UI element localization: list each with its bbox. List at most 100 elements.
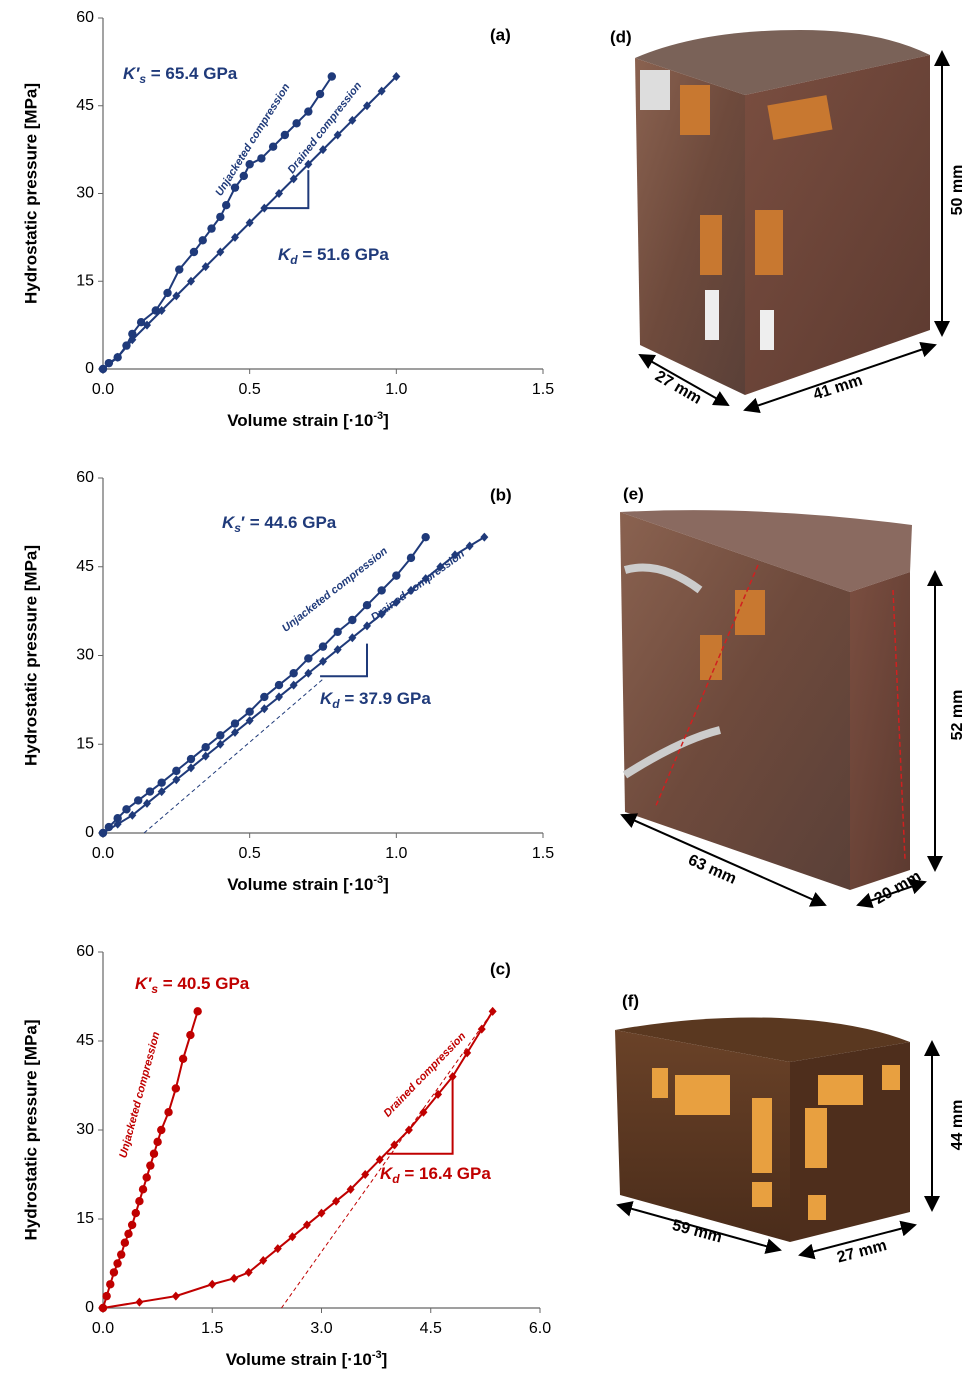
- x-axis-title-sup: -3: [372, 1349, 382, 1361]
- y-tick-label: 45: [76, 97, 94, 114]
- specimen-photo: [620, 510, 935, 905]
- y-tick-label: 15: [76, 1210, 94, 1227]
- point: [110, 1268, 118, 1276]
- chart: 0153045600.00.51.01.5Hydrostatic pressur…: [21, 9, 554, 430]
- point: [163, 289, 171, 297]
- label-text: = 40.5 GPa: [158, 974, 250, 993]
- point: [240, 172, 248, 180]
- x-tick-label: 1.0: [385, 381, 407, 398]
- point: [222, 201, 230, 209]
- figure: (d) 50 mm 27 mm 41 mm (e) 52 mm 63 mm 20…: [0, 0, 969, 1380]
- point: [201, 743, 209, 751]
- point: [333, 628, 341, 636]
- tangent-line: [144, 679, 323, 833]
- dimension-label: 27 mm: [652, 368, 704, 408]
- point: [199, 236, 207, 244]
- label-text: K′: [135, 974, 152, 993]
- point: [275, 681, 283, 689]
- point: [122, 805, 130, 813]
- point: [207, 224, 215, 232]
- point: [193, 1007, 201, 1015]
- point: [179, 1055, 187, 1063]
- x-axis-title-text: Volume strain [·10: [227, 875, 373, 894]
- point: [377, 586, 385, 594]
- modulus-label: Ks′ = 44.6 GPa: [222, 513, 337, 535]
- y-tick-label: 30: [76, 647, 94, 664]
- slope-triangle: [320, 644, 367, 677]
- dimension-label: 50 mm: [949, 165, 966, 216]
- point: [135, 1197, 143, 1205]
- point: [304, 107, 312, 115]
- y-tick-label: 30: [76, 185, 94, 202]
- point: [260, 693, 268, 701]
- panel-label: (c): [490, 959, 511, 978]
- x-tick-label: 0.0: [92, 1320, 114, 1337]
- point: [113, 1259, 121, 1267]
- y-tick-label: 30: [76, 1121, 94, 1138]
- x-axis-title-end: ]: [383, 875, 389, 894]
- point: [407, 554, 415, 562]
- y-tick-label: 45: [76, 558, 94, 575]
- x-tick-label: 0.0: [92, 845, 114, 862]
- point: [245, 708, 253, 716]
- panel-label: (a): [490, 25, 511, 44]
- label-text: ′ = 44.6 GPa: [241, 513, 337, 532]
- y-tick-label: 0: [85, 1299, 94, 1316]
- x-tick-label: 0.0: [92, 381, 114, 398]
- point: [187, 755, 195, 763]
- point: [281, 131, 289, 139]
- point: [157, 779, 165, 787]
- x-axis-title-text: Volume strain [·10: [227, 411, 373, 430]
- x-tick-label: 1.5: [532, 381, 554, 398]
- dimension-label: 44 mm: [949, 1100, 966, 1151]
- dimension-label: 41 mm: [811, 372, 864, 404]
- point: [146, 787, 154, 795]
- point: [245, 160, 253, 168]
- x-axis-title-sup: -3: [373, 410, 383, 422]
- y-tick-label: 15: [76, 272, 94, 289]
- label-text: = 16.4 GPa: [400, 1164, 492, 1183]
- panel-label: (f): [622, 991, 639, 1010]
- point: [186, 1031, 194, 1039]
- modulus-label: Kd = 51.6 GPa: [278, 245, 389, 267]
- x-tick-label: 1.5: [532, 845, 554, 862]
- panel-label: (d): [610, 27, 632, 46]
- point: [316, 90, 324, 98]
- point: [117, 1250, 125, 1258]
- label-text: = 37.9 GPa: [340, 689, 432, 708]
- dimension-label: 27 mm: [835, 1237, 888, 1267]
- y-tick-label: 0: [85, 360, 94, 377]
- point: [99, 1304, 107, 1313]
- point: [157, 1126, 165, 1134]
- x-tick-label: 0.5: [239, 381, 261, 398]
- point: [257, 154, 265, 162]
- x-tick-label: 3.0: [310, 1320, 332, 1337]
- point: [231, 183, 239, 191]
- x-tick-label: 4.5: [420, 1320, 442, 1337]
- x-tick-label: 1.5: [201, 1320, 223, 1337]
- point: [363, 601, 371, 609]
- point: [102, 1292, 110, 1300]
- page: {"chart_data":[ {"type":"line","panel_la…: [0, 0, 969, 1380]
- point: [172, 1292, 180, 1301]
- point: [172, 1084, 180, 1092]
- x-axis-title: Volume strain [·10-3]: [227, 874, 389, 895]
- point: [134, 796, 142, 804]
- x-tick-label: 1.0: [385, 845, 407, 862]
- point: [348, 616, 356, 624]
- y-axis-title: Hydrostatic pressure [MPa]: [21, 545, 40, 766]
- point: [124, 1230, 132, 1238]
- x-axis-title-sup: -3: [373, 874, 383, 886]
- point: [172, 767, 180, 775]
- specimen-photo: [635, 30, 942, 410]
- point: [292, 119, 300, 127]
- y-tick-label: 15: [76, 735, 94, 752]
- x-axis-title-end: ]: [382, 1350, 388, 1369]
- label-text: = 51.6 GPa: [298, 245, 390, 264]
- point: [231, 719, 239, 727]
- point: [269, 143, 277, 151]
- point: [208, 1280, 216, 1289]
- y-tick-label: 45: [76, 1032, 94, 1049]
- point: [216, 213, 224, 221]
- y-axis-title: Hydrostatic pressure [MPa]: [21, 83, 40, 304]
